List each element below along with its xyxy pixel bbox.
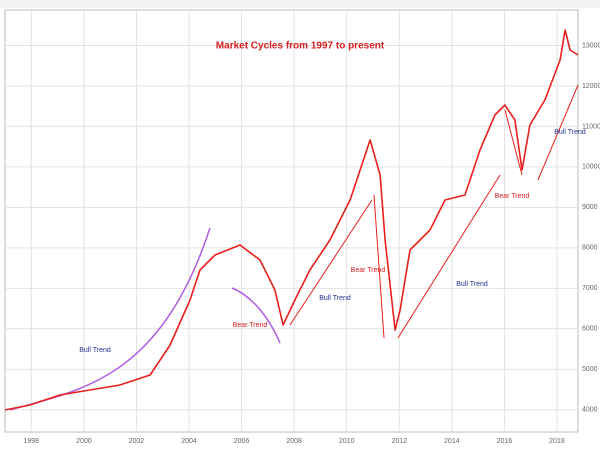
x-tick-label: 1998 xyxy=(23,438,39,445)
annotation: Bear Trend xyxy=(233,322,268,329)
annotation: Bull Trend xyxy=(554,129,586,136)
y-tick-label: 9000 xyxy=(582,204,598,211)
y-tick-label: 8000 xyxy=(582,245,598,252)
x-tick-label: 2016 xyxy=(497,438,513,445)
y-tick-label: 6000 xyxy=(582,326,598,333)
x-tick-label: 2000 xyxy=(76,438,92,445)
plot-frame xyxy=(4,9,579,433)
price-line xyxy=(4,29,579,411)
trend-curve xyxy=(231,287,281,344)
annotation: Bear Trend xyxy=(495,193,530,200)
grid xyxy=(5,10,578,432)
annotation: Bull Trend xyxy=(456,281,488,288)
y-tick-label: 11000 xyxy=(582,123,600,130)
header-bar xyxy=(0,0,600,8)
x-tick-label: 2018 xyxy=(549,438,565,445)
y-tick-label: 7000 xyxy=(582,285,598,292)
trend-line xyxy=(537,84,579,181)
x-tick-label: 2008 xyxy=(286,438,302,445)
trend-line xyxy=(373,194,385,339)
chart-title: Market Cycles from 1997 to present xyxy=(216,41,385,52)
trend-line xyxy=(397,174,501,339)
annotation: Bear Trend xyxy=(351,267,386,274)
y-tick-label: 10000 xyxy=(582,164,600,171)
annotation: Bull Trend xyxy=(319,295,351,302)
y-tick-label: 5000 xyxy=(582,366,598,373)
x-tick-label: 2012 xyxy=(391,438,407,445)
trend-line xyxy=(289,199,373,326)
trend-line xyxy=(504,109,523,176)
y-tick-label: 13000 xyxy=(582,42,600,49)
y-tick-label: 12000 xyxy=(582,83,600,90)
x-tick-label: 2006 xyxy=(234,438,250,445)
x-tick-label: 2004 xyxy=(181,438,197,445)
x-tick-label: 2010 xyxy=(339,438,355,445)
annotation: Bull Trend xyxy=(79,347,111,354)
x-tick-label: 2014 xyxy=(444,438,460,445)
x-tick-label: 2002 xyxy=(129,438,145,445)
y-tick-label: 4000 xyxy=(582,407,598,414)
